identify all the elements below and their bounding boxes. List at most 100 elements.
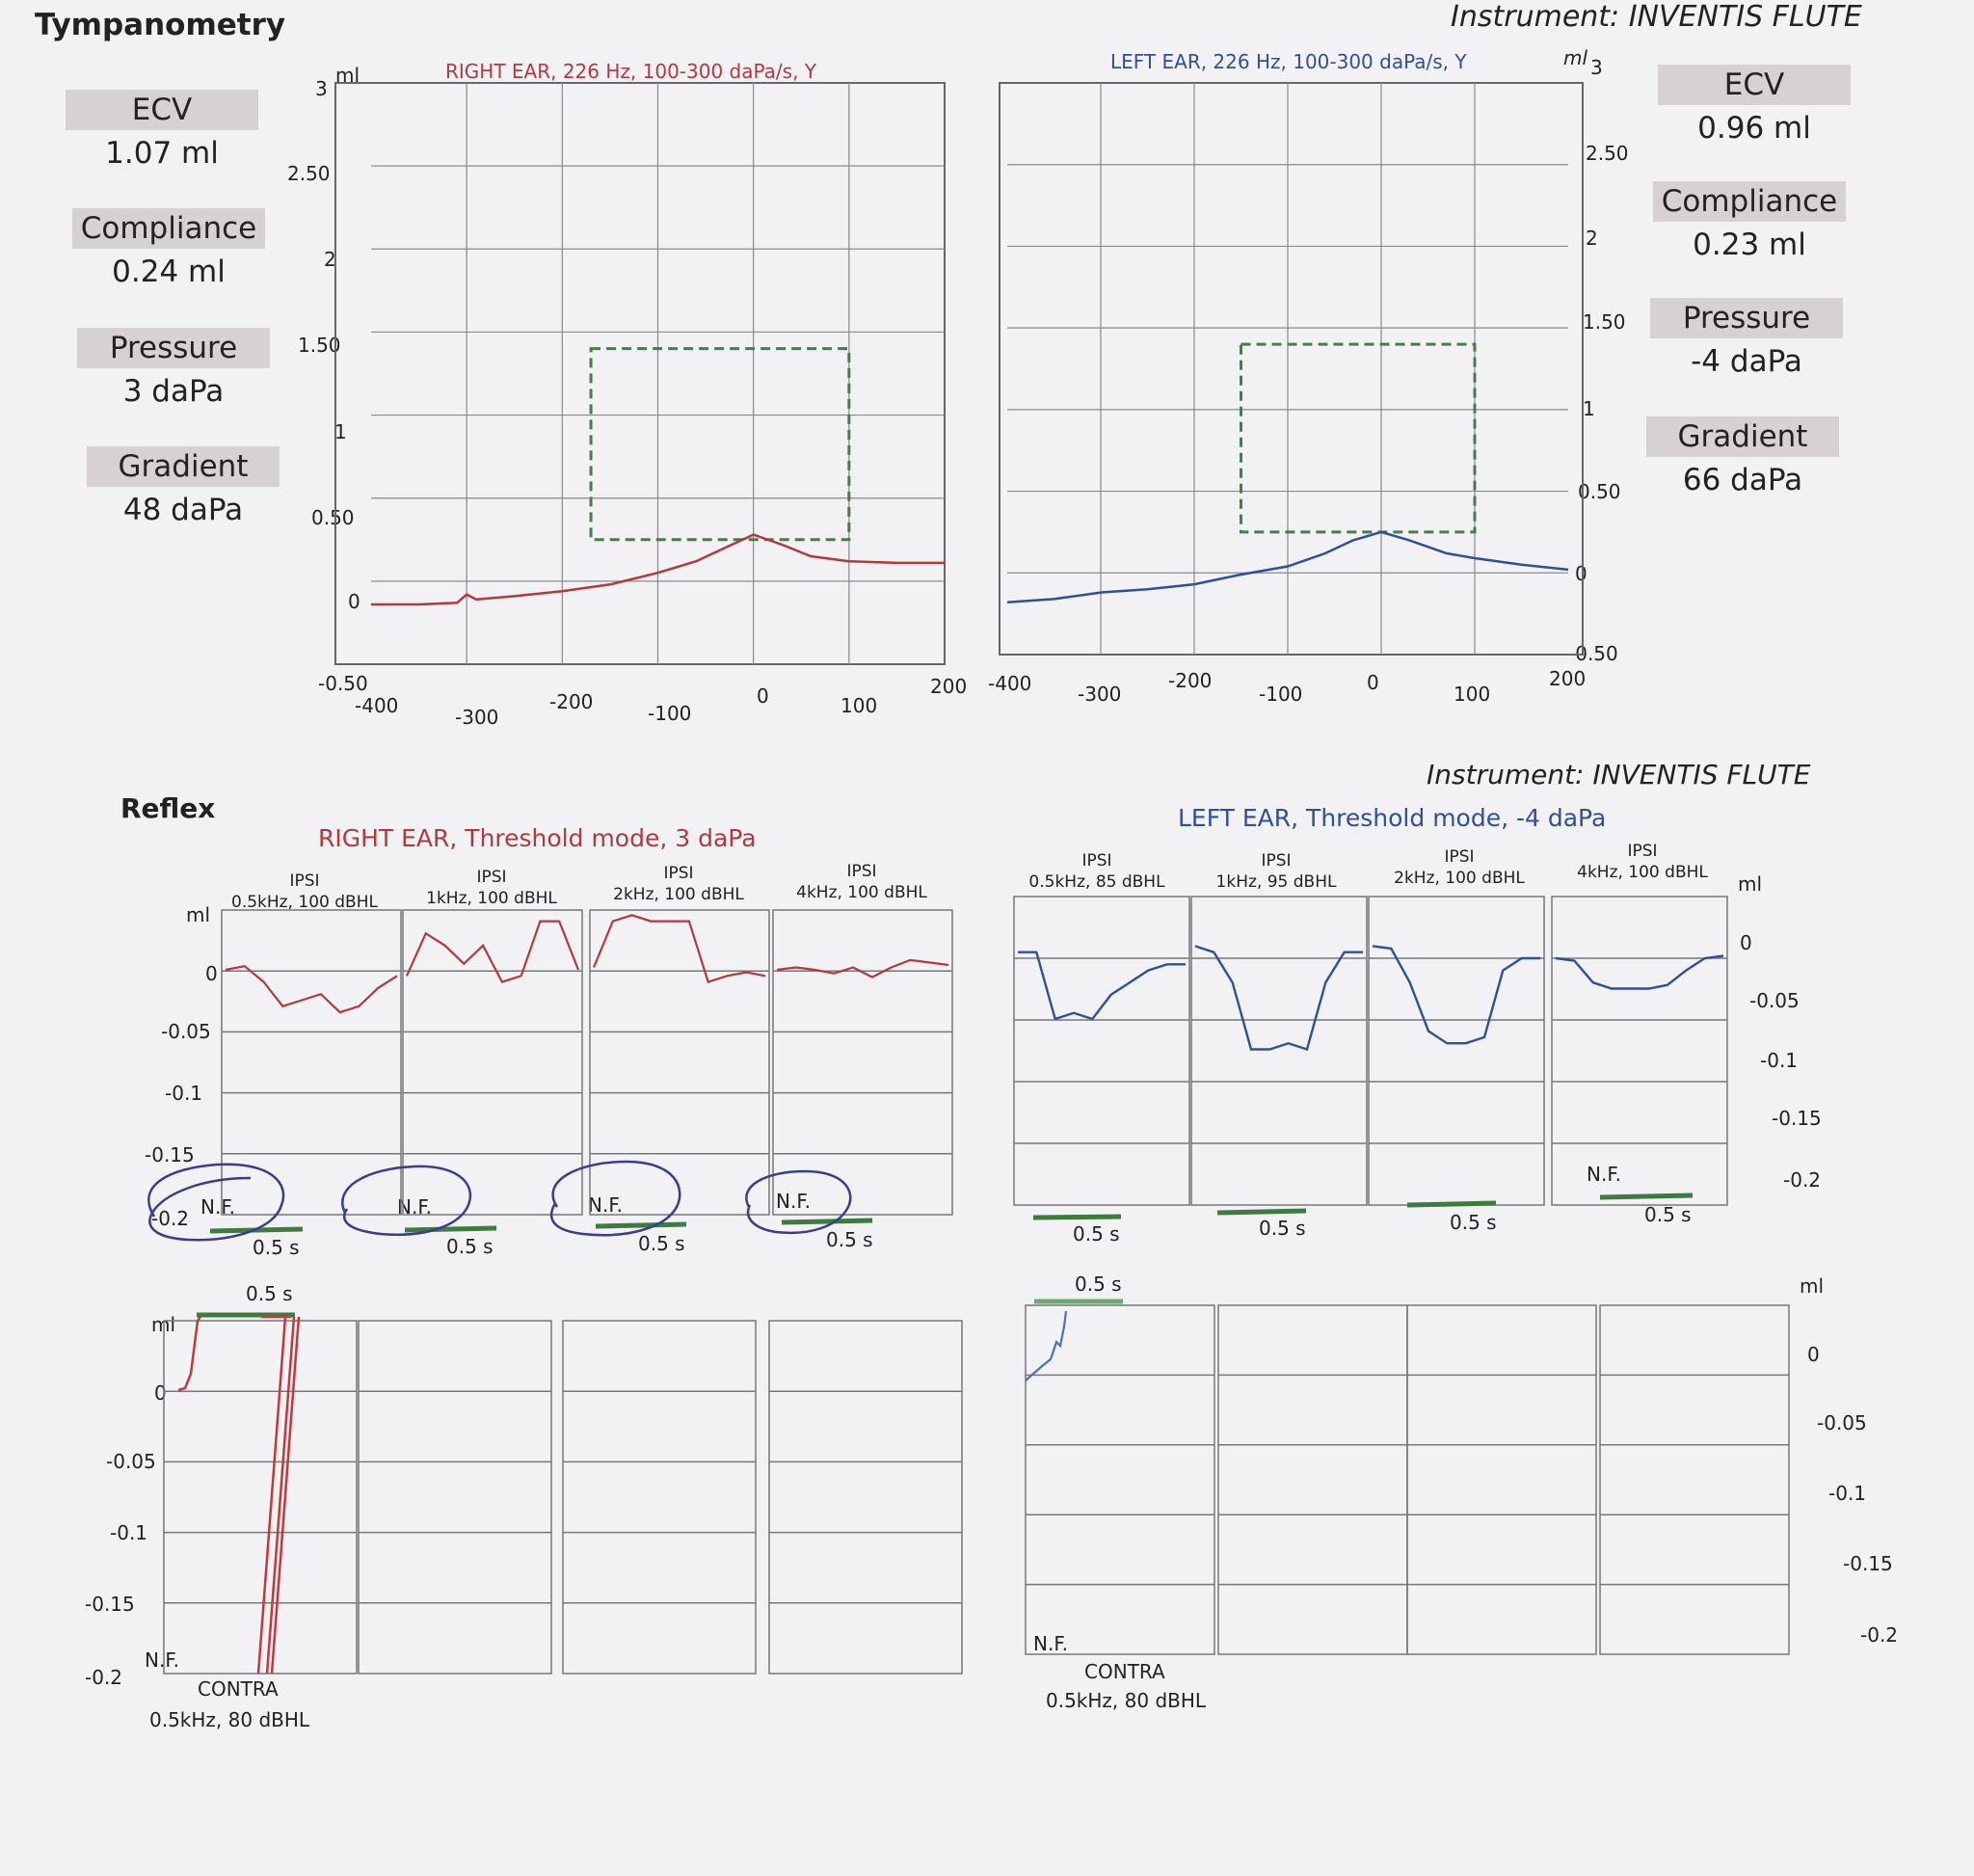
lc-y-tick: -0.05 bbox=[1817, 1411, 1867, 1434]
lr-y-tick: -0.2 bbox=[1783, 1168, 1822, 1192]
right-contra-nf: N.F. bbox=[145, 1648, 179, 1672]
rt-y-tick: 0.50 bbox=[311, 506, 355, 529]
right-ipsi-duration-3: 0.5 s bbox=[638, 1232, 685, 1255]
right-ipsi-nf-3: N.F. bbox=[588, 1193, 623, 1217]
reflex-panel bbox=[163, 1320, 358, 1675]
right-compliance-value: 0.24 ml bbox=[112, 255, 226, 289]
reflex-curve bbox=[225, 965, 398, 1014]
left-ecv-box: ECV 0.96 ml bbox=[1658, 65, 1851, 146]
lc-y-tick: 0 bbox=[1807, 1343, 1820, 1366]
reflex-panel bbox=[1368, 896, 1545, 1206]
left-ipsi-header-1: IPSI 0.5kHz, 85 dBHL bbox=[1028, 851, 1165, 892]
right-gradient-box: Gradient 48 daPa bbox=[87, 446, 280, 527]
right-ipsi-duration-4: 0.5 s bbox=[826, 1228, 873, 1251]
rt-y-tick: 1 bbox=[334, 420, 347, 443]
rt-x-tick: 200 bbox=[930, 675, 968, 698]
rr-y-tick: -0.15 bbox=[145, 1143, 195, 1166]
left-reflex-curves bbox=[1018, 945, 1724, 1052]
rt-x-tick: -100 bbox=[648, 702, 692, 725]
left-gradient-label: Gradient bbox=[1646, 416, 1839, 457]
rt-y-tick: -0.50 bbox=[318, 672, 368, 695]
right-ecv-box: ECV 1.07 ml bbox=[66, 90, 258, 171]
right-contra-duration: 0.5 s bbox=[246, 1282, 293, 1305]
rr-unit: ml bbox=[186, 903, 211, 926]
left-ipsi-duration-4: 0.5 s bbox=[1644, 1203, 1692, 1226]
rt-y-tick: 2 bbox=[324, 248, 336, 271]
lt-y-tick: 2.50 bbox=[1586, 142, 1629, 165]
right-ipsi-header-3: IPSI 2kHz, 100 dBHL bbox=[613, 864, 744, 904]
tympanometry-title: Tympanometry bbox=[35, 8, 286, 42]
tymp-instrument-label: Instrument: INVENTIS FLUTE bbox=[1451, 0, 1862, 34]
reflex-panel bbox=[772, 909, 953, 1216]
rt-x-tick: 0 bbox=[757, 684, 769, 708]
right-compliance-label: Compliance bbox=[72, 208, 265, 249]
right-ipsi-header-1: IPSI 0.5kHz, 100 dBHL bbox=[231, 871, 378, 912]
lc-y-tick: -0.15 bbox=[1843, 1552, 1893, 1575]
rt-x-tick: -400 bbox=[355, 694, 399, 717]
lr-y-tick: -0.05 bbox=[1749, 989, 1800, 1012]
left-tymp-normal-region bbox=[1240, 342, 1477, 534]
reflex-curve bbox=[1018, 951, 1186, 1021]
right-tymp-title: RIGHT EAR, 226 Hz, 100-300 daPa/s, Y bbox=[445, 60, 816, 83]
reflex-curve bbox=[776, 958, 949, 978]
right-reflex-title: RIGHT EAR, Threshold mode, 3 daPa bbox=[318, 824, 757, 852]
right-ipsi-duration-2: 0.5 s bbox=[446, 1235, 494, 1258]
left-compliance-box: Compliance 0.23 ml bbox=[1653, 181, 1846, 262]
rr-y-tick: -0.2 bbox=[151, 1207, 190, 1230]
reflex-panel bbox=[1190, 896, 1368, 1206]
rt-y-tick: 2.50 bbox=[287, 162, 331, 185]
rt-y-tick: 3 bbox=[315, 77, 328, 100]
right-compliance-box: Compliance 0.24 ml bbox=[72, 208, 265, 289]
left-ipsi-nf-4: N.F. bbox=[1587, 1163, 1621, 1186]
rt-x-tick: 100 bbox=[840, 694, 878, 717]
right-pressure-box: Pressure 3 daPa bbox=[77, 328, 270, 409]
right-ecv-label: ECV bbox=[66, 90, 258, 130]
lr-y-tick: 0 bbox=[1740, 931, 1752, 954]
reflex-curve bbox=[592, 914, 766, 983]
lt-x-tick: -300 bbox=[1078, 683, 1122, 706]
right-ipsi-duration-1: 0.5 s bbox=[253, 1236, 300, 1259]
left-compliance-label: Compliance bbox=[1653, 181, 1846, 222]
left-tymp-unit: ml bbox=[1563, 46, 1588, 69]
left-ipsi-duration-1: 0.5 s bbox=[1073, 1222, 1120, 1246]
left-contra-nf: N.F. bbox=[1033, 1632, 1068, 1655]
right-contra-stim: 0.5kHz, 80 dBHL bbox=[149, 1708, 310, 1731]
left-ecv-label: ECV bbox=[1658, 65, 1851, 105]
lt-x-tick: -200 bbox=[1168, 669, 1213, 692]
lt-x-tick: 100 bbox=[1454, 683, 1491, 706]
right-gradient-label: Gradient bbox=[87, 446, 280, 487]
right-pressure-label: Pressure bbox=[77, 328, 270, 368]
reflex-panel bbox=[562, 1320, 757, 1675]
reflex-panel bbox=[1025, 1304, 1215, 1655]
reflex-panel bbox=[402, 909, 583, 1216]
lt-x-tick: 200 bbox=[1549, 667, 1587, 690]
right-tymp-chart bbox=[334, 82, 946, 665]
reflex-title: Reflex bbox=[120, 792, 216, 824]
left-tymp-curve bbox=[1006, 530, 1569, 604]
reflex-curve bbox=[1194, 945, 1363, 1052]
reflex-panel bbox=[1599, 1304, 1790, 1655]
right-pressure-value: 3 daPa bbox=[122, 374, 225, 409]
reflex-panel bbox=[1551, 896, 1728, 1206]
left-ipsi-header-4: IPSI 4kHz, 100 dBHL bbox=[1577, 842, 1708, 882]
right-tymp-normal-region bbox=[589, 347, 851, 542]
rt-x-tick: -200 bbox=[549, 690, 594, 713]
right-ipsi-nf-4: N.F. bbox=[776, 1190, 811, 1213]
left-reflex-title: LEFT EAR, Threshold mode, -4 daPa bbox=[1178, 804, 1607, 832]
rc-y-tick: -0.05 bbox=[106, 1450, 156, 1473]
right-ipsi-header-2: IPSI 1kHz, 100 dBHL bbox=[426, 868, 557, 908]
left-gradient-box: Gradient 66 daPa bbox=[1646, 416, 1839, 497]
right-contra-panels bbox=[163, 1320, 963, 1675]
reflex-curve bbox=[405, 920, 580, 983]
rt-x-tick: -300 bbox=[455, 706, 499, 729]
lt-x-tick: 0 bbox=[1367, 671, 1379, 694]
left-pressure-value: -4 daPa bbox=[1691, 344, 1802, 379]
lc-unit: ml bbox=[1800, 1274, 1825, 1298]
left-ecv-value: 0.96 ml bbox=[1697, 111, 1811, 146]
nf-handwritten-circles bbox=[147, 1160, 852, 1242]
rc-y-tick: -0.1 bbox=[110, 1521, 148, 1544]
right-reflex-panels bbox=[221, 909, 953, 1216]
left-contra-trace bbox=[1025, 1310, 1068, 1381]
right-contra-trace bbox=[177, 1315, 301, 1675]
rc-y-tick: -0.2 bbox=[85, 1666, 123, 1689]
